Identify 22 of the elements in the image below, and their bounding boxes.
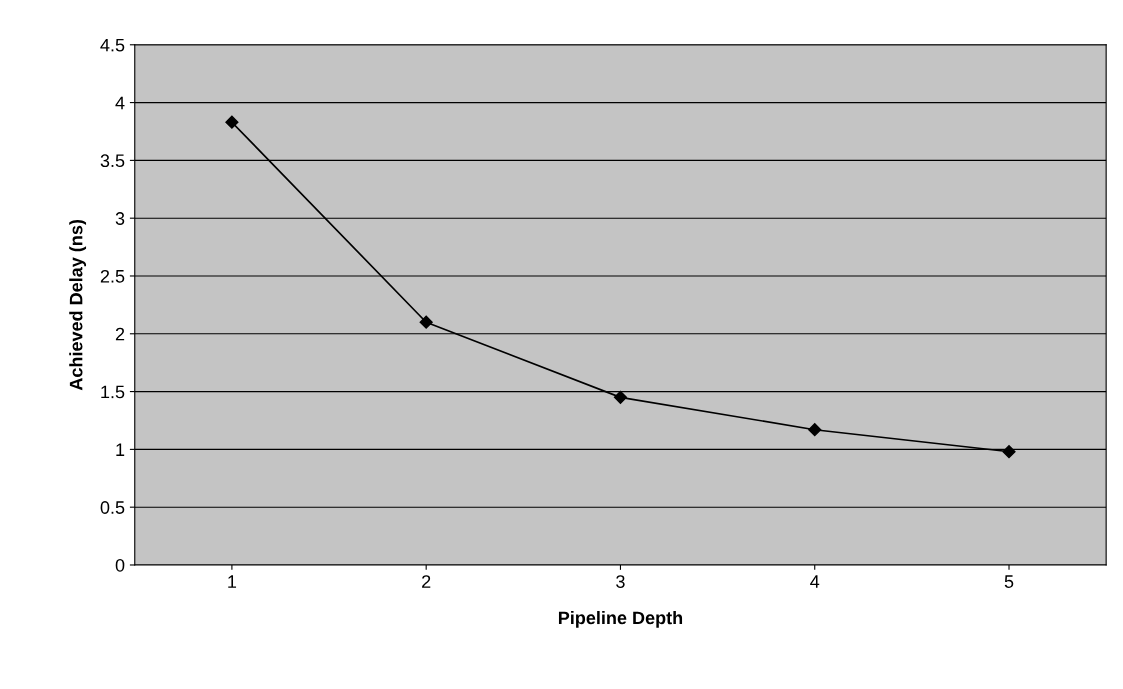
y-tick-label: 4 [115,96,125,110]
y-tick-label: 1.5 [101,385,125,399]
y-tick-label: 3 [115,212,125,225]
x-axis-title: Pipeline Depth [558,610,683,628]
y-tick-label: 1 [116,443,125,456]
point [1002,445,1016,459]
point [225,115,239,129]
y-tick-label: 0 [115,558,125,572]
y-tick-label: 2 [115,327,125,341]
x-tick-label: 5 [1004,575,1014,588]
point [808,423,822,437]
y-tick-label: 3.5 [100,154,125,168]
x-tick-label: 2 [422,575,431,588]
point [613,390,628,404]
x-tick-label: 3 [616,575,625,588]
y-tick-label: 2.5 [100,269,125,283]
y-axis-title: Achieved Delay (ns) [69,219,87,391]
x-tick-label: 4 [810,575,820,588]
x-tick-label: 1 [228,575,237,588]
point [419,315,433,329]
y-tick-label: 4.5 [100,38,125,52]
y-tick-label: 0.5 [100,501,125,514]
